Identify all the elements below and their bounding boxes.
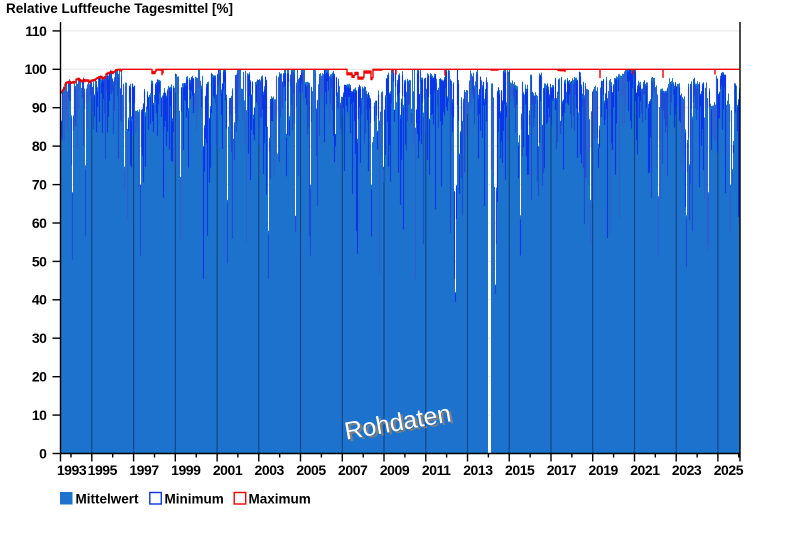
svg-text:2003: 2003 bbox=[255, 462, 285, 478]
svg-text:110: 110 bbox=[25, 23, 47, 39]
svg-text:2021: 2021 bbox=[630, 462, 660, 478]
svg-text:90: 90 bbox=[32, 100, 47, 116]
svg-text:2001: 2001 bbox=[213, 462, 243, 478]
svg-text:2013: 2013 bbox=[463, 462, 493, 478]
svg-text:2023: 2023 bbox=[672, 462, 702, 478]
svg-text:50: 50 bbox=[32, 253, 47, 269]
svg-text:0: 0 bbox=[39, 445, 47, 461]
svg-text:10: 10 bbox=[32, 407, 47, 423]
svg-text:2019: 2019 bbox=[589, 462, 619, 478]
svg-text:Maximum: Maximum bbox=[249, 492, 311, 507]
svg-text:2017: 2017 bbox=[547, 462, 577, 478]
svg-text:40: 40 bbox=[32, 292, 47, 308]
svg-text:Mittelwert: Mittelwert bbox=[76, 492, 140, 507]
svg-text:60: 60 bbox=[32, 215, 47, 231]
svg-text:1999: 1999 bbox=[171, 462, 201, 478]
svg-text:2015: 2015 bbox=[505, 462, 535, 478]
svg-text:2025: 2025 bbox=[714, 462, 744, 478]
svg-text:Minimum: Minimum bbox=[165, 492, 224, 507]
svg-text:2011: 2011 bbox=[422, 462, 451, 478]
svg-text:30: 30 bbox=[32, 330, 47, 346]
svg-text:20: 20 bbox=[32, 369, 47, 385]
svg-text:1997: 1997 bbox=[129, 462, 159, 478]
svg-text:2005: 2005 bbox=[296, 462, 326, 478]
svg-text:1993: 1993 bbox=[57, 462, 87, 478]
svg-text:Relative Luftfeuche Tagesmitte: Relative Luftfeuche Tagesmittel [%] bbox=[6, 1, 233, 16]
svg-text:70: 70 bbox=[32, 177, 47, 193]
svg-text:80: 80 bbox=[32, 138, 47, 154]
svg-text:2007: 2007 bbox=[338, 462, 368, 478]
svg-text:2009: 2009 bbox=[380, 462, 410, 478]
svg-text:1995: 1995 bbox=[88, 462, 118, 478]
svg-text:100: 100 bbox=[24, 61, 47, 77]
